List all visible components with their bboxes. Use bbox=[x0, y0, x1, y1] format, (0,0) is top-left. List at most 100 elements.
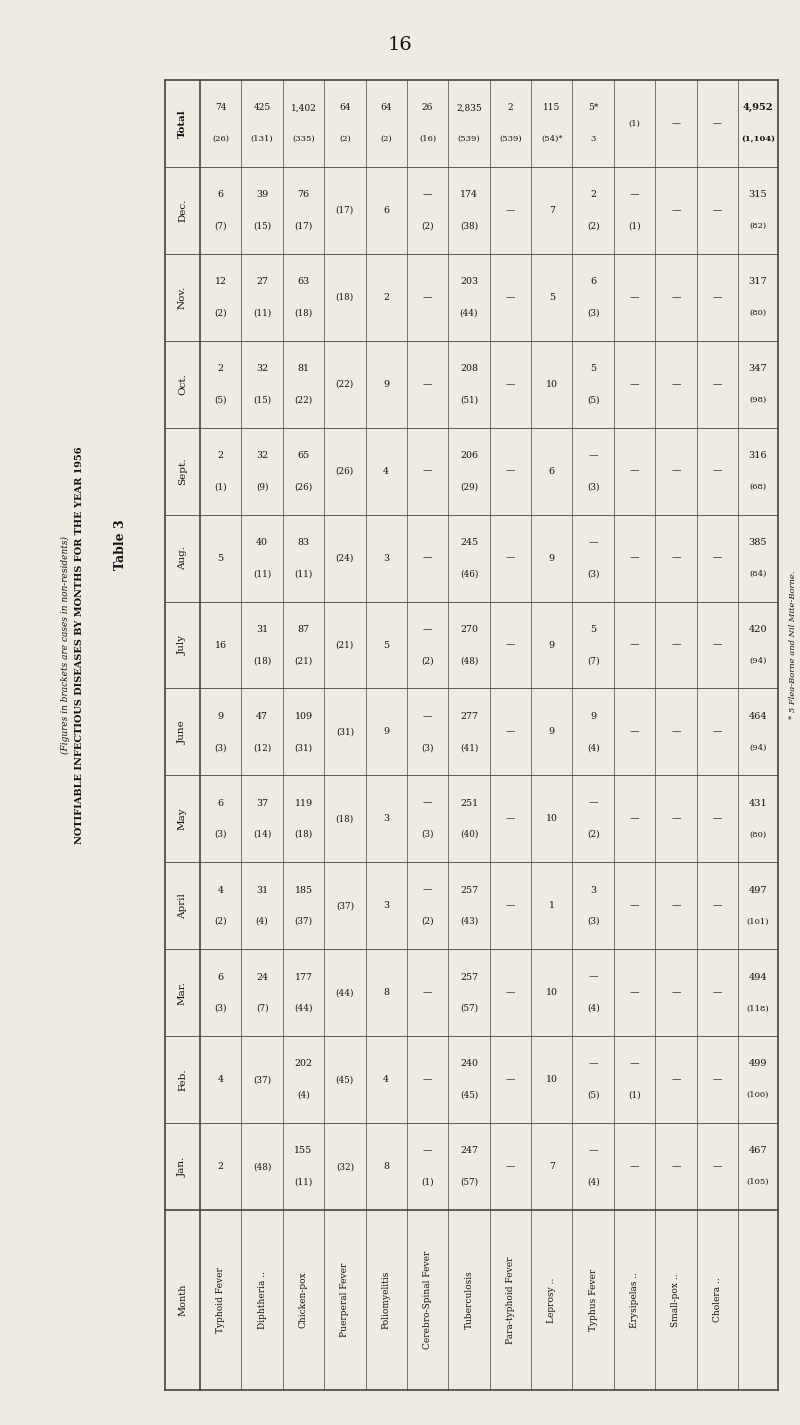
Text: —: — bbox=[506, 814, 515, 824]
Text: 10: 10 bbox=[546, 379, 558, 389]
Text: (80): (80) bbox=[750, 831, 766, 838]
Text: 10: 10 bbox=[546, 988, 558, 998]
Text: —: — bbox=[713, 292, 722, 302]
Text: —: — bbox=[589, 798, 598, 808]
Text: (5): (5) bbox=[587, 395, 599, 405]
Text: (11): (11) bbox=[253, 569, 271, 579]
Text: (335): (335) bbox=[292, 135, 314, 142]
Text: (45): (45) bbox=[460, 1090, 478, 1100]
Text: —: — bbox=[671, 466, 681, 476]
Text: —: — bbox=[630, 727, 639, 737]
Text: —: — bbox=[506, 379, 515, 389]
Text: (3): (3) bbox=[422, 742, 434, 752]
Text: —: — bbox=[630, 191, 639, 200]
Text: —: — bbox=[713, 988, 722, 998]
Text: 31: 31 bbox=[256, 624, 268, 634]
Text: (26): (26) bbox=[212, 135, 229, 142]
Text: (18): (18) bbox=[294, 308, 313, 318]
Text: Puerperal Fever: Puerperal Fever bbox=[340, 1263, 350, 1337]
Text: (539): (539) bbox=[458, 135, 480, 142]
Text: 39: 39 bbox=[256, 191, 268, 200]
Text: —: — bbox=[630, 292, 639, 302]
Text: —: — bbox=[423, 292, 432, 302]
Text: Tuberculosis: Tuberculosis bbox=[465, 1271, 474, 1330]
Text: 2: 2 bbox=[218, 450, 224, 460]
Text: (7): (7) bbox=[214, 221, 227, 231]
Text: —: — bbox=[713, 466, 722, 476]
Text: Month: Month bbox=[178, 1284, 187, 1317]
Text: 4: 4 bbox=[383, 466, 390, 476]
Text: (18): (18) bbox=[336, 292, 354, 302]
Text: (48): (48) bbox=[460, 656, 478, 665]
Text: —: — bbox=[671, 901, 681, 911]
Text: —: — bbox=[671, 292, 681, 302]
Text: (44): (44) bbox=[294, 1003, 313, 1013]
Text: —: — bbox=[423, 553, 432, 563]
Text: —: — bbox=[630, 901, 639, 911]
Text: 3: 3 bbox=[383, 901, 390, 911]
Text: (16): (16) bbox=[419, 135, 436, 142]
Text: 270: 270 bbox=[460, 624, 478, 634]
Text: 40: 40 bbox=[256, 537, 268, 547]
Text: 16: 16 bbox=[388, 36, 412, 54]
Text: 174: 174 bbox=[460, 191, 478, 200]
Text: —: — bbox=[630, 466, 639, 476]
Text: 2: 2 bbox=[383, 292, 390, 302]
Text: 9: 9 bbox=[383, 727, 390, 737]
Text: 5: 5 bbox=[590, 363, 596, 373]
Text: 5: 5 bbox=[218, 553, 224, 563]
Text: 32: 32 bbox=[256, 450, 268, 460]
Text: Table 3: Table 3 bbox=[114, 520, 126, 570]
Text: —: — bbox=[506, 1074, 515, 1084]
Text: 257: 257 bbox=[460, 885, 478, 895]
Text: (12): (12) bbox=[253, 742, 271, 752]
Text: —: — bbox=[506, 901, 515, 911]
Text: Diphtheria ..: Diphtheria .. bbox=[258, 1271, 266, 1330]
Text: Sept.: Sept. bbox=[178, 457, 187, 485]
Text: 3: 3 bbox=[590, 135, 596, 142]
Text: 76: 76 bbox=[298, 191, 310, 200]
Text: Mar.: Mar. bbox=[178, 980, 187, 1005]
Text: —: — bbox=[671, 727, 681, 737]
Text: (3): (3) bbox=[422, 829, 434, 839]
Text: 240: 240 bbox=[460, 1059, 478, 1069]
Text: (1): (1) bbox=[214, 482, 227, 492]
Text: (84): (84) bbox=[750, 570, 766, 577]
Text: (5): (5) bbox=[214, 395, 227, 405]
Text: —: — bbox=[423, 1146, 432, 1156]
Text: —: — bbox=[713, 553, 722, 563]
Text: 1: 1 bbox=[549, 901, 554, 911]
Text: (94): (94) bbox=[750, 744, 766, 751]
Text: 6: 6 bbox=[549, 466, 555, 476]
Text: (3): (3) bbox=[587, 916, 599, 926]
Text: —: — bbox=[423, 1074, 432, 1084]
Text: 3: 3 bbox=[383, 814, 390, 824]
Text: 16: 16 bbox=[214, 640, 226, 650]
Text: 3: 3 bbox=[383, 553, 390, 563]
Text: 202: 202 bbox=[294, 1059, 313, 1069]
Text: (1): (1) bbox=[629, 120, 641, 127]
Text: (22): (22) bbox=[294, 395, 313, 405]
Text: —: — bbox=[671, 118, 681, 128]
Text: 7: 7 bbox=[549, 1161, 554, 1171]
Text: (51): (51) bbox=[460, 395, 478, 405]
Text: (48): (48) bbox=[253, 1161, 271, 1171]
Text: Small-pox ..: Small-pox .. bbox=[671, 1273, 681, 1327]
Text: 499: 499 bbox=[749, 1059, 767, 1069]
Text: —: — bbox=[713, 814, 722, 824]
Text: 37: 37 bbox=[256, 798, 268, 808]
Text: 9: 9 bbox=[549, 727, 555, 737]
Text: 9: 9 bbox=[383, 379, 390, 389]
Text: —: — bbox=[713, 901, 722, 911]
Text: (4): (4) bbox=[586, 1003, 599, 1013]
Text: 4: 4 bbox=[218, 1074, 224, 1084]
Text: (1): (1) bbox=[628, 1090, 641, 1100]
Text: (11): (11) bbox=[253, 308, 271, 318]
Text: —: — bbox=[713, 1074, 722, 1084]
Text: —: — bbox=[423, 988, 432, 998]
Text: 431: 431 bbox=[749, 798, 767, 808]
Text: 7: 7 bbox=[549, 205, 554, 215]
Text: May: May bbox=[178, 808, 187, 831]
Text: 4: 4 bbox=[383, 1074, 390, 1084]
Text: 2: 2 bbox=[218, 1161, 224, 1171]
